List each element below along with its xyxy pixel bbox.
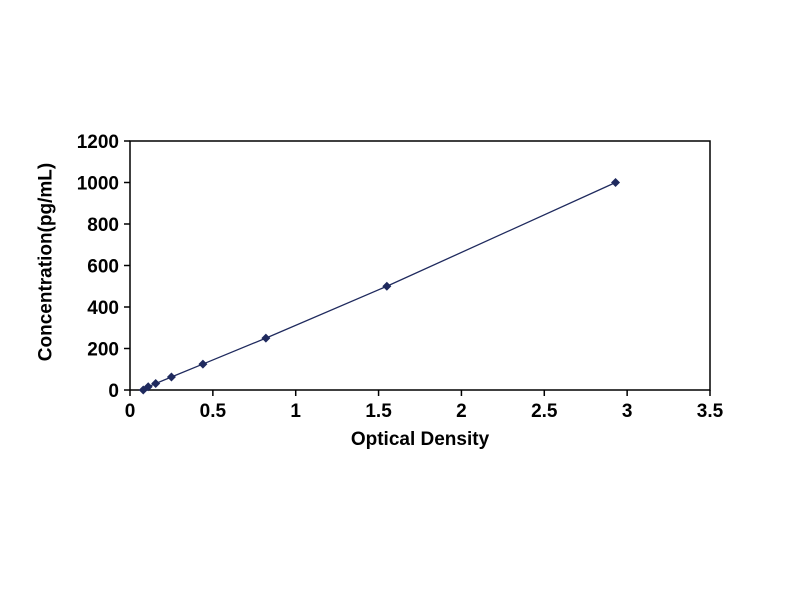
y-tick-label: 600 bbox=[87, 257, 119, 278]
x-tick-label: 1 bbox=[290, 401, 301, 422]
y-tick-label: 400 bbox=[87, 298, 119, 319]
x-tick-label: 2.5 bbox=[531, 401, 558, 422]
x-tick-label: 1.5 bbox=[365, 401, 392, 422]
x-tick-label: 3.5 bbox=[697, 401, 724, 422]
x-tick-label: 0.5 bbox=[200, 401, 227, 422]
y-axis-label: Concentration(pg/mL) bbox=[35, 162, 57, 362]
x-tick-label: 2 bbox=[456, 401, 467, 422]
y-tick-label: 200 bbox=[87, 340, 119, 361]
x-tick-label: 0 bbox=[125, 401, 136, 422]
x-tick-label: 3 bbox=[622, 401, 633, 422]
data-point-marker bbox=[198, 359, 208, 369]
y-tick-label: 1000 bbox=[77, 174, 119, 195]
data-point-marker bbox=[151, 379, 161, 389]
x-axis-label: Optical Density bbox=[350, 429, 490, 450]
plot-area bbox=[129, 140, 711, 391]
data-point-marker bbox=[143, 382, 153, 392]
y-tick-label: 1200 bbox=[77, 132, 119, 153]
data-point-marker bbox=[382, 281, 392, 291]
data-point-marker bbox=[611, 178, 621, 187]
y-tick-label: 800 bbox=[87, 215, 119, 236]
data-point-marker bbox=[166, 372, 176, 382]
data-point-marker bbox=[261, 333, 271, 343]
y-tick-label: 0 bbox=[108, 381, 119, 402]
